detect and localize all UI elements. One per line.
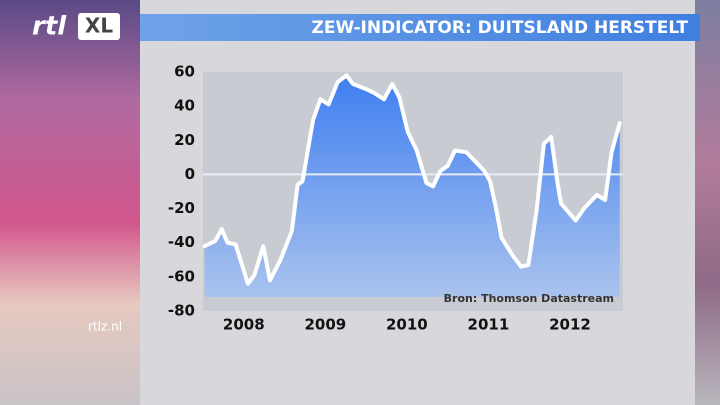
x-tick-label: 2010 — [386, 316, 428, 334]
plot — [202, 73, 623, 298]
source: Bron: Thomson Datastream — [444, 292, 614, 305]
logo-badge-box — [78, 13, 120, 40]
site-url: rtlz.nl — [88, 320, 122, 334]
y-tick-label: -80 — [168, 302, 195, 320]
y-tick-label: -60 — [168, 267, 195, 285]
line — [202, 73, 622, 286]
x-tick-label: 2012 — [549, 316, 591, 334]
chart-title: ZEW-INDICATOR: DUITSLAND HERSTELT — [312, 18, 689, 38]
logo: rtl — [32, 12, 67, 42]
y-tick-label: -40 — [168, 233, 195, 251]
background-right — [695, 0, 720, 405]
title-bar — [140, 14, 700, 41]
y-tick-label: -20 — [168, 199, 195, 217]
y-tick-label: 60 — [174, 63, 195, 81]
y-tick-label: 40 — [174, 97, 195, 115]
logo-badge: XL — [85, 14, 113, 38]
area — [204, 75, 620, 298]
x-tick-label: 2011 — [468, 316, 510, 334]
y-tick-label: 20 — [174, 131, 195, 149]
x-tick-label: 2009 — [304, 316, 346, 334]
x-tick-label: 2008 — [223, 316, 265, 334]
y-tick-label: 0 — [185, 165, 195, 183]
